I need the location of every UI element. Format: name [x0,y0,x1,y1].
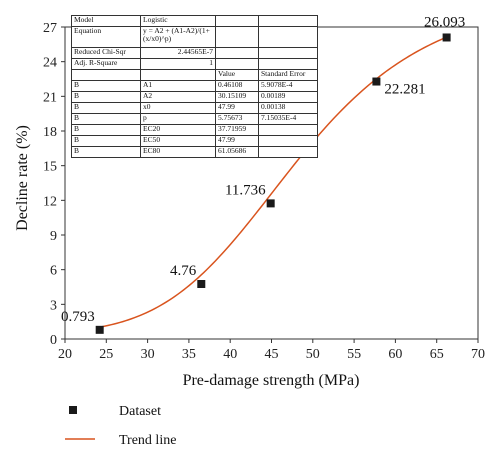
fit-equation-label: Equation [71,26,141,48]
fit-param-group: B [71,102,141,114]
fit-param-name: EC50 [140,135,216,147]
fit-param-row: B EC80 61.05686 [71,146,318,158]
fit-col-value-header: Value [215,69,259,81]
data-point-label: 0.793 [61,309,95,325]
data-point [95,325,104,334]
y-tick-label: 15 [43,160,57,175]
y-tick-label: 0 [50,333,57,348]
x-tick-label: 25 [99,347,113,362]
fit-param-error [258,146,318,158]
fit-r2-label: Adj. R-Square [71,58,141,70]
fit-param-group: B [71,146,141,158]
fit-r2-value: 1 [140,58,216,70]
y-tick-label: 3 [50,298,57,313]
fit-param-name: A2 [140,91,216,103]
fit-param-value: 0.46108 [215,80,259,92]
data-point [197,279,206,288]
data-point [442,33,451,42]
fit-param-row: B EC20 37.71959 [71,124,318,136]
x-tick-label: 70 [471,347,485,362]
fit-param-row: B EC50 47.99 [71,135,318,147]
x-axis-title: Pre-damage strength (MPa) [183,372,360,389]
fit-param-name: A1 [140,80,216,92]
x-tick-label: 40 [223,347,237,362]
fit-param-name: p [140,113,216,125]
x-tick-label: 55 [347,347,361,362]
fit-param-value: 47.99 [215,135,259,147]
data-point-label: 22.281 [384,82,425,98]
legend: Dataset Trend line [65,404,176,448]
fit-param-group: B [71,113,141,125]
fit-param-name: EC20 [140,124,216,136]
fit-param-row: B A2 30.15109 0.00189 [71,91,318,103]
x-tick-label: 20 [58,347,72,362]
fit-equation-value: y = A2 + (A1-A2)/(1+ (x/x0)^p) [140,26,216,48]
axes: 20 25 30 35 40 45 50 55 60 65 70 0 3 6 9 12 15 18 21 24 27 [43,21,485,362]
fit-param-group: B [71,91,141,103]
fit-model-value: Logistic [140,15,216,27]
fit-chisqr-label: Reduced Chi-Sqr [71,47,141,59]
data-point-label: 11.736 [225,182,266,198]
y-tick-label: 6 [50,264,57,279]
fit-param-row: B p 5.75673 7.15035E-4 [71,113,318,125]
y-tick-label: 12 [43,194,57,209]
y-tick-label: 27 [43,21,57,36]
legend-trend-label: Trend line [119,433,176,448]
fit-param-name: EC80 [140,146,216,158]
fit-param-error: 7.15035E-4 [258,113,318,125]
trend-line [99,36,447,328]
fit-param-name: x0 [140,102,216,114]
fit-param-value: 30.15109 [215,91,259,103]
data-point-label: 4.76 [170,263,197,279]
trend-layer [99,36,447,328]
fit-param-row: B A1 0.46108 5.9078E-4 [71,80,318,92]
y-axis-title: Decline rate (%) [14,125,31,231]
x-tick-label: 30 [141,347,155,362]
y-tick-label: 9 [50,229,57,244]
fit-param-row: B x0 47.99 0.00138 [71,102,318,114]
data-point [266,199,275,208]
fit-col-error-header: Standard Error [258,69,318,81]
fit-param-group: B [71,135,141,147]
x-tick-label: 35 [182,347,196,362]
y-tick-label: 18 [43,125,57,140]
fit-param-error [258,124,318,136]
fit-param-error: 5.9078E-4 [258,80,318,92]
fit-param-value: 5.75673 [215,113,259,125]
fit-param-value: 47.99 [215,102,259,114]
fit-param-value: 37.71959 [215,124,259,136]
points-layer: 0.793 4.76 11.736 22.281 26.093 [61,14,465,334]
fit-param-value: 61.05686 [215,146,259,158]
data-point [372,77,381,86]
fit-param-error: 0.00138 [258,102,318,114]
x-tick-label: 50 [306,347,320,362]
fit-results-table: Model Logistic Equation y = A2 + (A1-A2)… [71,15,318,158]
fit-param-group: B [71,80,141,92]
x-tick-label: 45 [265,347,279,362]
fit-param-group: B [71,124,141,136]
fit-param-error [258,135,318,147]
data-point-label: 26.093 [424,14,465,30]
fit-chisqr-value: 2.44565E-7 [140,47,216,59]
x-tick-label: 65 [430,347,444,362]
y-tick-label: 21 [43,90,57,105]
x-tick-label: 60 [388,347,402,362]
fit-param-error: 0.00189 [258,91,318,103]
fit-model-label: Model [71,15,141,27]
legend-dataset-marker [69,406,77,414]
y-tick-label: 24 [43,56,57,71]
legend-dataset-label: Dataset [119,404,161,419]
